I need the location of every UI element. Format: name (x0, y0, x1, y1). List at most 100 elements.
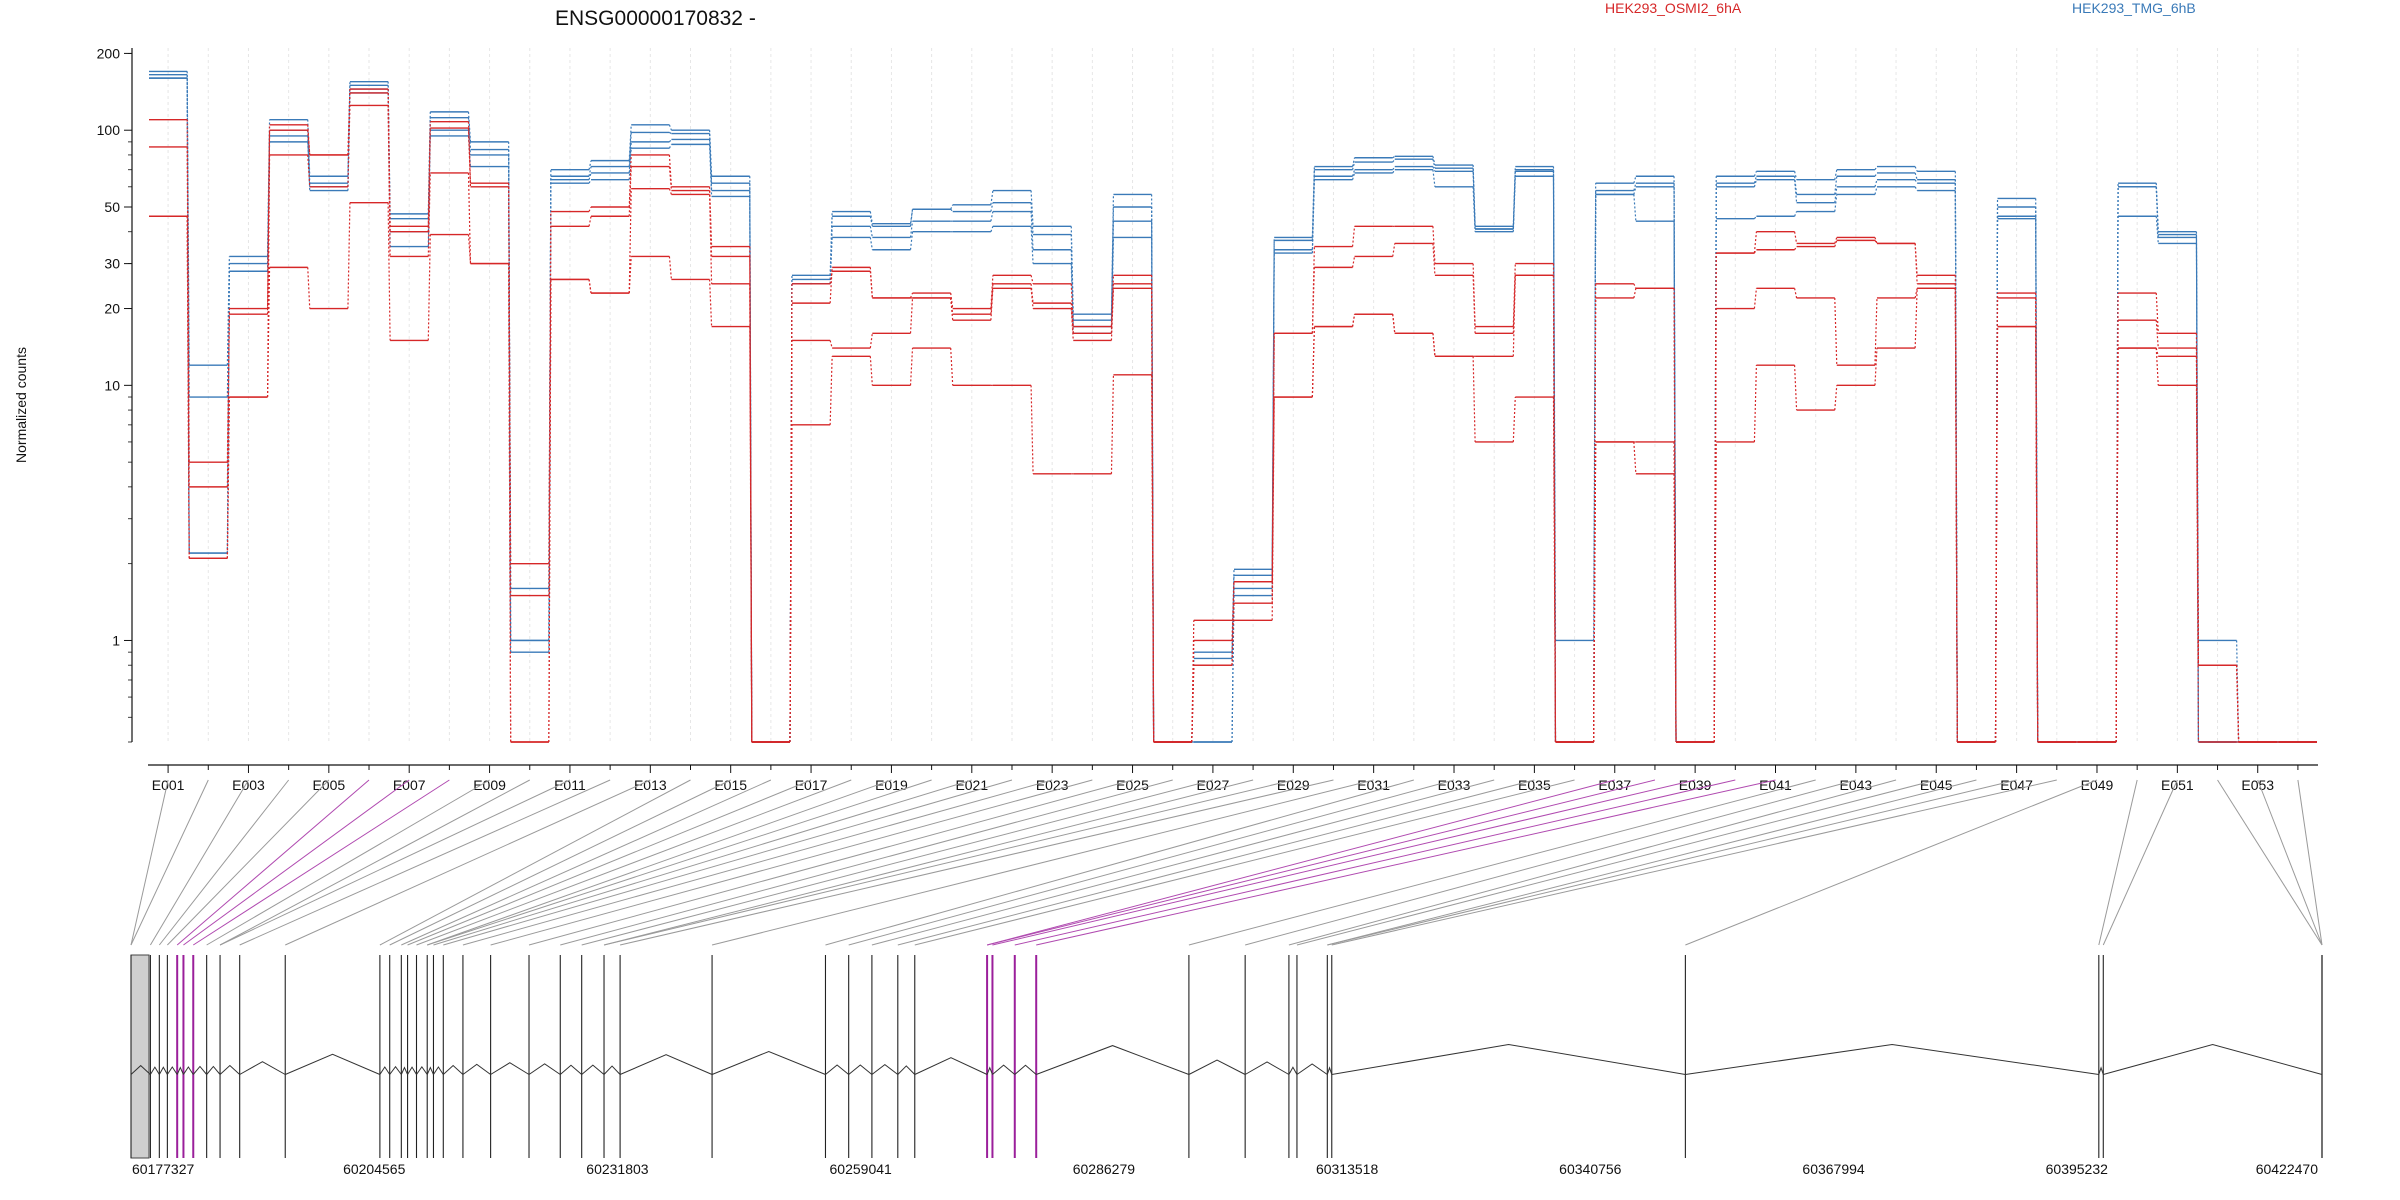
series-connector (2115, 348, 2119, 743)
intron-line (1685, 1043, 2099, 1075)
series-connector (909, 297, 914, 334)
legend-entry-tmg: HEK293_TMG_6hB (2072, 0, 2196, 16)
series-connector (226, 314, 230, 487)
series-connector (1030, 202, 1034, 235)
intron-line (426, 1066, 434, 1075)
series-connector (909, 292, 914, 299)
exon-connector (619, 779, 1334, 946)
y-tick-label: 1 (112, 632, 120, 648)
series-connector (1994, 326, 1999, 743)
intron-line (442, 1064, 464, 1075)
exon-connector (871, 779, 1495, 946)
exon-tick-label: E045 (1920, 777, 1953, 793)
intron-line (871, 1063, 899, 1075)
intron-line (1288, 1066, 1298, 1075)
series-connector (1874, 240, 1878, 244)
series-connector (2155, 216, 2159, 244)
series-connector (508, 186, 512, 596)
intron-line (149, 1066, 160, 1075)
exon-connector (603, 779, 1254, 946)
series-6 (149, 104, 2317, 743)
y-tick-label: 100 (97, 122, 121, 138)
genomic-axis-label: 60231803 (586, 1161, 649, 1177)
series-connector (950, 208, 954, 212)
exon-connector (192, 779, 450, 946)
series-connector (2035, 326, 2039, 743)
series-connector (1191, 640, 1195, 743)
series-connector (1874, 186, 1878, 195)
series-connector (1794, 288, 1798, 299)
series-connector (829, 237, 833, 284)
series-connector (1793, 179, 1798, 203)
intron-line (158, 1066, 168, 1075)
exon-tick-label: E017 (795, 777, 828, 793)
series-connector (1030, 385, 1034, 474)
exon-connector (149, 779, 249, 946)
exon-tick-label: E039 (1679, 777, 1712, 793)
intron-line (1326, 1066, 1333, 1075)
series-connector (1110, 288, 1115, 341)
genomic-axis: 60177327 60204565 60231803 60259041 60286279… (132, 1161, 2318, 1177)
y-tick-label: 10 (104, 377, 120, 393)
series-connector (1673, 473, 1677, 743)
series-connector (708, 194, 713, 284)
exon-connector (1188, 779, 1816, 946)
series-connector (467, 234, 472, 264)
exon-connector (1685, 779, 2098, 946)
genomic-axis-label: 60422470 (2256, 1161, 2319, 1177)
exon-connector (176, 779, 370, 946)
series-connector (467, 127, 472, 187)
exon-connector (219, 779, 571, 946)
series-connector (2155, 186, 2159, 238)
exon-connector (239, 779, 611, 946)
series-lines (149, 70, 2317, 743)
exon-connector (528, 779, 1133, 946)
intron-line (559, 1064, 583, 1075)
series-connector (869, 356, 873, 386)
y-tick-label: 30 (104, 256, 120, 272)
y-tick-label: 20 (104, 301, 120, 317)
exon-tick-label: E033 (1438, 777, 1471, 793)
series-connector (1834, 297, 1838, 366)
intron-line (848, 1064, 873, 1075)
series-connector (909, 209, 914, 227)
series-connector (1392, 243, 1396, 257)
series-connector (1874, 348, 1878, 386)
series-7 (149, 201, 2317, 743)
series-connector (2236, 665, 2240, 743)
series-connector (186, 216, 190, 559)
series-connector (829, 340, 833, 349)
intron-line (192, 1065, 208, 1075)
legend-entry-osmi2: HEK293_OSMI2_6hA (1605, 0, 1742, 16)
intron-line (176, 1066, 184, 1075)
series-connector (427, 234, 431, 341)
genomic-axis-label: 60204565 (343, 1161, 406, 1177)
series-connector (749, 326, 753, 743)
series-connector (1472, 275, 1476, 334)
intron-line (1036, 1045, 1190, 1075)
vertical-gridlines (167, 48, 2299, 742)
exon-connector (443, 779, 1013, 946)
series-connector (990, 275, 994, 309)
exon-connector (130, 779, 209, 946)
exon-connector (897, 779, 1535, 946)
exon-connector (1327, 779, 2017, 946)
series-connector (1794, 171, 1798, 180)
series-connector (307, 130, 311, 155)
exon-tick-label: E019 (875, 777, 908, 793)
series-connector (1753, 249, 1757, 254)
series-connector (307, 135, 311, 191)
exon-tick-label: E003 (232, 777, 265, 793)
series-connector (1834, 186, 1838, 203)
series-connector (1432, 169, 1436, 187)
intron-line (1296, 1063, 1328, 1075)
series-connector (1231, 581, 1235, 666)
intron-line (183, 1066, 194, 1075)
exon-connector (2098, 779, 2138, 946)
intron-line (528, 1063, 561, 1075)
exon-connector (711, 779, 1374, 946)
genomic-axis-label: 60367994 (1802, 1161, 1865, 1177)
exon-connector (848, 779, 1455, 946)
exon-connector (183, 779, 410, 946)
y-axis-label: Normalized counts (13, 347, 29, 463)
